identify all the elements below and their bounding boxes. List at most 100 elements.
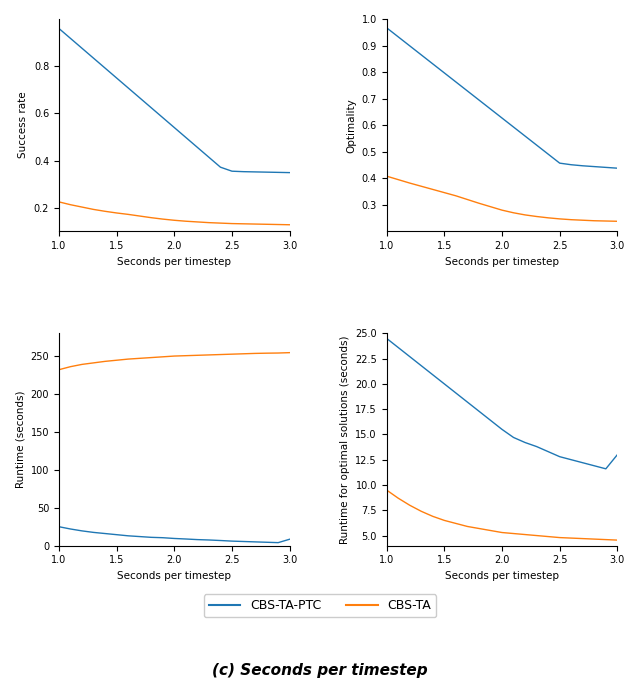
Line: CBS-TA-PTC: CBS-TA-PTC xyxy=(387,28,618,169)
CBS-TA-PTC xyxy=(252,538,259,546)
CBS-TA-PTC xyxy=(216,163,224,171)
CBS-TA-PTC xyxy=(263,168,271,176)
CBS-TA-PTC xyxy=(147,103,155,112)
Legend: CBS-TA-PTC, CBS-TA: CBS-TA-PTC, CBS-TA xyxy=(204,594,436,617)
CBS-TA xyxy=(240,220,248,228)
CBS-TA xyxy=(383,172,390,180)
CBS-TA xyxy=(159,215,166,223)
CBS-TA xyxy=(78,360,86,369)
CBS-TA xyxy=(182,351,189,360)
CBS-TA-PTC xyxy=(228,537,236,545)
CBS-TA xyxy=(521,530,529,538)
CBS-TA xyxy=(55,198,63,206)
CBS-TA xyxy=(452,192,460,200)
CBS-TA-PTC xyxy=(440,379,448,388)
CBS-TA xyxy=(475,199,483,208)
CBS-TA xyxy=(159,353,166,361)
CBS-TA xyxy=(394,494,402,502)
CBS-TA xyxy=(486,526,494,534)
CBS-TA xyxy=(440,516,448,525)
CBS-TA-PTC xyxy=(113,74,120,82)
CBS-TA xyxy=(170,352,178,360)
CBS-TA xyxy=(147,214,155,222)
CBS-TA xyxy=(579,534,587,543)
CBS-TA-PTC xyxy=(90,528,97,536)
Y-axis label: Runtime for optimal solutions (seconds): Runtime for optimal solutions (seconds) xyxy=(340,335,349,544)
CBS-TA xyxy=(193,218,201,226)
CBS-TA-PTC xyxy=(429,60,436,68)
CBS-TA xyxy=(498,206,506,214)
CBS-TA xyxy=(90,359,97,367)
CBS-TA-PTC xyxy=(532,141,540,149)
CBS-TA-PTC xyxy=(429,371,436,379)
CBS-TA-PTC xyxy=(568,456,575,464)
CBS-TA xyxy=(579,216,587,224)
CBS-TA xyxy=(275,349,282,357)
CBS-TA xyxy=(417,507,425,515)
X-axis label: Seconds per timestep: Seconds per timestep xyxy=(117,571,231,581)
Y-axis label: Runtime (seconds): Runtime (seconds) xyxy=(15,390,25,488)
Y-axis label: Success rate: Success rate xyxy=(19,92,28,158)
CBS-TA xyxy=(475,525,483,533)
CBS-TA-PTC xyxy=(193,536,201,544)
CBS-TA xyxy=(55,366,63,374)
CBS-TA-PTC xyxy=(78,44,86,52)
CBS-TA xyxy=(263,220,271,228)
CBS-TA-PTC xyxy=(486,416,494,425)
Line: CBS-TA: CBS-TA xyxy=(387,176,618,221)
CBS-TA xyxy=(182,217,189,225)
CBS-TA xyxy=(170,216,178,225)
CBS-TA-PTC xyxy=(521,438,529,447)
CBS-TA-PTC xyxy=(55,25,63,33)
CBS-TA xyxy=(429,186,436,194)
CBS-TA-PTC xyxy=(78,527,86,535)
CBS-TA-PTC xyxy=(67,525,74,533)
CBS-TA xyxy=(286,349,294,357)
CBS-TA xyxy=(67,201,74,209)
CBS-TA xyxy=(532,532,540,540)
CBS-TA-PTC xyxy=(205,153,212,162)
Line: CBS-TA: CBS-TA xyxy=(59,202,290,225)
CBS-TA-PTC xyxy=(394,33,402,41)
CBS-TA-PTC xyxy=(475,96,483,104)
CBS-TA xyxy=(614,217,621,225)
CBS-TA xyxy=(532,212,540,221)
CBS-TA-PTC xyxy=(579,162,587,170)
CBS-TA xyxy=(275,221,282,229)
CBS-TA-PTC xyxy=(406,353,413,361)
CBS-TA xyxy=(394,175,402,184)
CBS-TA-PTC xyxy=(159,114,166,122)
CBS-TA-PTC xyxy=(614,451,621,459)
CBS-TA xyxy=(113,356,120,364)
CBS-TA xyxy=(67,362,74,371)
CBS-TA-PTC xyxy=(240,168,248,176)
CBS-TA-PTC xyxy=(509,434,517,442)
CBS-TA xyxy=(124,210,132,219)
CBS-TA xyxy=(544,214,552,222)
CBS-TA xyxy=(486,203,494,211)
CBS-TA xyxy=(78,203,86,211)
CBS-TA xyxy=(205,219,212,227)
CBS-TA xyxy=(383,486,390,494)
CBS-TA xyxy=(440,188,448,197)
CBS-TA-PTC xyxy=(556,453,564,461)
Line: CBS-TA: CBS-TA xyxy=(59,353,290,370)
CBS-TA xyxy=(136,354,143,362)
CBS-TA-PTC xyxy=(452,78,460,86)
CBS-TA-PTC xyxy=(193,143,201,151)
CBS-TA-PTC xyxy=(113,531,120,539)
CBS-TA xyxy=(216,351,224,359)
CBS-TA-PTC xyxy=(417,51,425,59)
CBS-TA xyxy=(556,215,564,223)
CBS-TA-PTC xyxy=(124,84,132,92)
Text: (c) Seconds per timestep: (c) Seconds per timestep xyxy=(212,662,428,677)
CBS-TA xyxy=(509,530,517,538)
X-axis label: Seconds per timestep: Seconds per timestep xyxy=(445,257,559,266)
CBS-TA xyxy=(417,182,425,190)
CBS-TA xyxy=(286,221,294,229)
CBS-TA xyxy=(124,355,132,363)
Y-axis label: Optimality: Optimality xyxy=(346,98,356,153)
CBS-TA xyxy=(498,528,506,536)
CBS-TA-PTC xyxy=(498,114,506,122)
CBS-TA-PTC xyxy=(182,535,189,543)
